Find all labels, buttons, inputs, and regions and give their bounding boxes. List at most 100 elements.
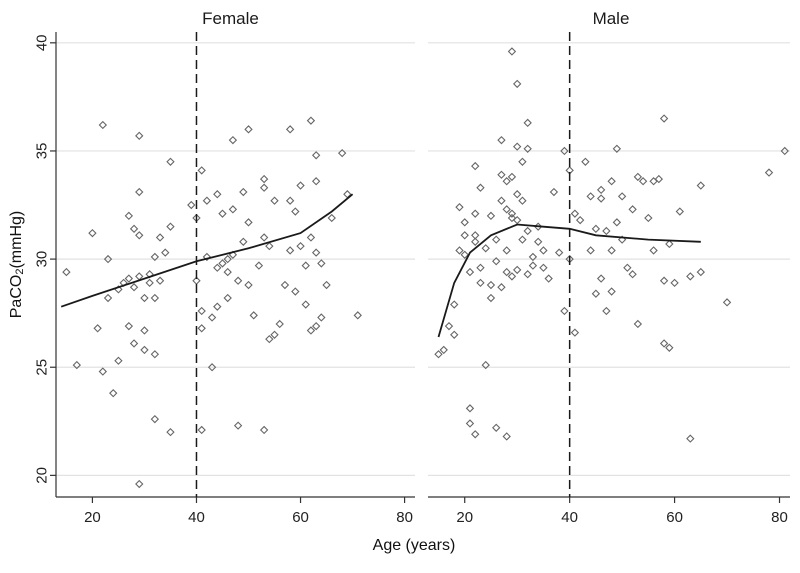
data-point bbox=[675, 207, 685, 216]
data-point bbox=[197, 306, 206, 316]
data-point bbox=[296, 241, 305, 251]
data-point bbox=[254, 261, 264, 270]
data-point bbox=[465, 267, 475, 277]
data-point bbox=[207, 313, 217, 322]
data-point bbox=[471, 237, 480, 246]
data-point bbox=[513, 79, 522, 89]
data-point bbox=[124, 321, 134, 331]
data-point bbox=[586, 192, 595, 201]
data-point bbox=[507, 213, 517, 223]
data-point bbox=[507, 272, 517, 281]
x-tick-label: 80 bbox=[396, 509, 413, 526]
y-tick-label: 20 bbox=[34, 467, 51, 484]
x-tick-label: 80 bbox=[771, 509, 788, 526]
data-point bbox=[202, 196, 212, 205]
data-point bbox=[166, 157, 175, 166]
data-point bbox=[103, 293, 113, 303]
data-point bbox=[166, 222, 175, 231]
data-point bbox=[502, 267, 511, 277]
x-tick-label: 40 bbox=[561, 509, 578, 526]
y-tick-label: 25 bbox=[34, 359, 51, 376]
data-point bbox=[502, 177, 511, 186]
panel-female-title: Female bbox=[202, 9, 259, 28]
data-point bbox=[476, 183, 485, 192]
data-point bbox=[450, 300, 459, 309]
data-point bbox=[570, 209, 580, 218]
data-point bbox=[140, 293, 149, 303]
data-point bbox=[591, 224, 601, 233]
panel-male-x-axis: 20 40 60 80 bbox=[428, 496, 790, 526]
data-point bbox=[259, 174, 269, 184]
data-point bbox=[492, 257, 501, 266]
data-point bbox=[471, 161, 480, 171]
data-point bbox=[265, 241, 274, 251]
data-point bbox=[654, 174, 664, 184]
data-point bbox=[98, 367, 108, 376]
data-point bbox=[223, 267, 232, 277]
y-axis-label-prefix: PaCO bbox=[8, 275, 25, 319]
data-point bbox=[270, 196, 279, 205]
data-point bbox=[497, 135, 506, 145]
data-point bbox=[539, 246, 548, 255]
data-point bbox=[135, 231, 144, 240]
x-tick-label: 60 bbox=[292, 509, 309, 526]
data-point bbox=[507, 172, 517, 182]
x-tick-label: 60 bbox=[666, 509, 683, 526]
panel-female-x-axis: 20 40 60 80 bbox=[56, 496, 415, 526]
data-point bbox=[596, 185, 606, 195]
x-axis-label: Age (years) bbox=[373, 537, 456, 554]
data-point bbox=[513, 142, 522, 151]
data-point bbox=[306, 116, 316, 125]
data-point bbox=[202, 252, 212, 262]
data-point bbox=[129, 339, 139, 348]
data-point bbox=[455, 203, 464, 212]
data-point bbox=[528, 261, 538, 270]
data-point bbox=[523, 144, 532, 153]
data-point bbox=[197, 425, 206, 435]
data-point bbox=[444, 321, 454, 331]
data-point bbox=[523, 270, 532, 279]
panel-female-fit-line bbox=[60, 193, 354, 308]
data-point bbox=[596, 274, 606, 283]
data-point bbox=[311, 321, 321, 331]
data-point bbox=[135, 187, 144, 197]
data-point bbox=[518, 196, 527, 205]
data-point bbox=[317, 313, 326, 322]
data-point bbox=[213, 263, 222, 272]
data-point bbox=[659, 339, 669, 348]
data-point bbox=[150, 414, 160, 424]
data-point bbox=[213, 190, 222, 199]
data-point bbox=[72, 360, 81, 370]
data-point bbox=[228, 135, 238, 145]
data-point bbox=[780, 146, 789, 156]
data-point bbox=[239, 187, 248, 197]
data-point bbox=[259, 183, 269, 192]
data-point bbox=[686, 272, 695, 281]
data-point bbox=[633, 319, 643, 329]
data-point bbox=[140, 345, 149, 355]
data-point bbox=[140, 326, 149, 335]
data-point bbox=[337, 148, 347, 158]
data-point bbox=[560, 146, 569, 156]
data-point bbox=[306, 326, 316, 335]
panel-female-gridlines bbox=[56, 42, 415, 476]
data-point bbox=[513, 265, 522, 275]
data-point bbox=[285, 246, 295, 255]
data-point bbox=[109, 389, 118, 398]
panel-female: Female 20 25 30 35 40 20 40 60 80 bbox=[34, 9, 415, 526]
panel-male: Male 20 40 60 80 bbox=[428, 9, 790, 526]
data-point bbox=[265, 334, 274, 344]
data-point bbox=[249, 311, 258, 320]
data-point bbox=[465, 404, 475, 413]
data-point bbox=[259, 233, 269, 242]
data-point bbox=[554, 248, 564, 257]
data-point bbox=[471, 430, 480, 439]
data-point bbox=[311, 151, 321, 160]
data-point bbox=[602, 306, 611, 316]
data-point bbox=[523, 118, 532, 128]
data-point bbox=[486, 211, 496, 221]
data-point bbox=[285, 196, 295, 205]
data-point bbox=[434, 350, 443, 359]
